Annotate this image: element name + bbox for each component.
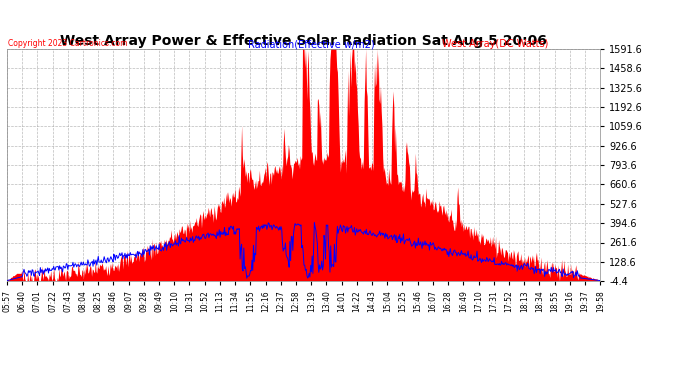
Text: Copyright 2023 Cartronics.com: Copyright 2023 Cartronics.com <box>8 39 128 48</box>
Text: West Array(DC Watts): West Array(DC Watts) <box>442 39 548 50</box>
Title: West Array Power & Effective Solar Radiation Sat Aug 5 20:06: West Array Power & Effective Solar Radia… <box>60 34 547 48</box>
Text: Radiation(Effective w/m2): Radiation(Effective w/m2) <box>248 39 375 50</box>
